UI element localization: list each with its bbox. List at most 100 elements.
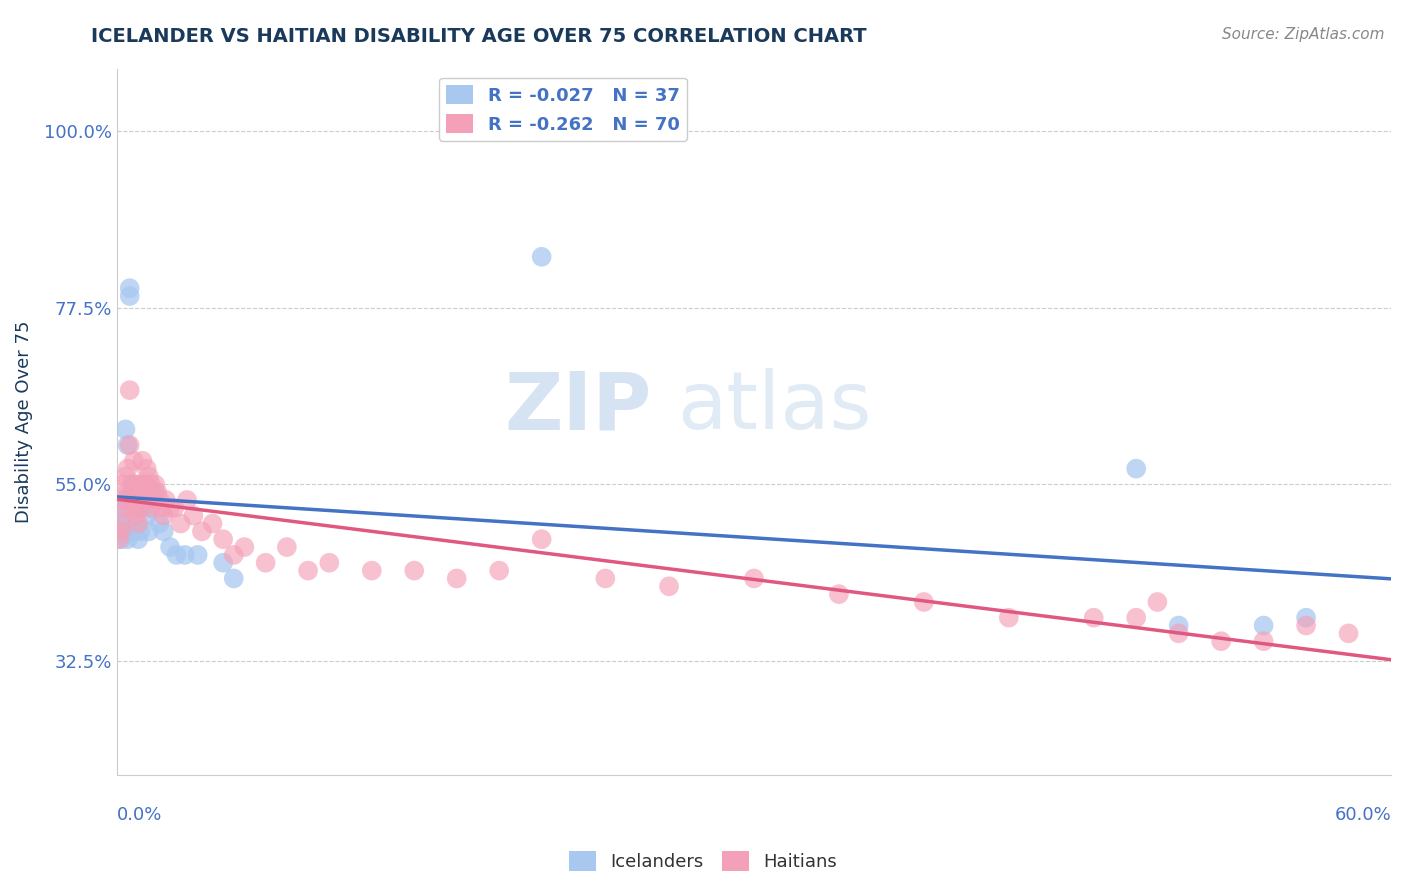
Point bbox=[138, 524, 160, 539]
Point bbox=[127, 516, 149, 531]
Point bbox=[254, 556, 277, 570]
Point bbox=[488, 564, 510, 578]
Point bbox=[135, 461, 157, 475]
Point bbox=[828, 587, 851, 601]
Point bbox=[222, 571, 245, 585]
Point bbox=[121, 477, 143, 491]
Point bbox=[201, 516, 224, 531]
Point bbox=[595, 571, 617, 585]
Point bbox=[139, 500, 162, 515]
Point bbox=[108, 516, 131, 531]
Point bbox=[118, 281, 141, 295]
Point bbox=[159, 540, 181, 554]
Point bbox=[404, 564, 426, 578]
Point bbox=[446, 571, 468, 585]
Point bbox=[114, 493, 136, 508]
Point bbox=[114, 422, 136, 436]
Point bbox=[127, 493, 149, 508]
Point bbox=[912, 595, 935, 609]
Point bbox=[118, 438, 141, 452]
Point bbox=[174, 548, 197, 562]
Point bbox=[110, 533, 132, 547]
Point bbox=[1295, 610, 1317, 624]
Point bbox=[112, 524, 135, 539]
Point bbox=[125, 516, 148, 531]
Point bbox=[143, 477, 166, 491]
Point bbox=[212, 533, 235, 547]
Point bbox=[1146, 595, 1168, 609]
Point bbox=[122, 493, 145, 508]
Point bbox=[127, 533, 149, 547]
Text: ICELANDER VS HAITIAN DISABILITY AGE OVER 75 CORRELATION CHART: ICELANDER VS HAITIAN DISABILITY AGE OVER… bbox=[91, 27, 868, 45]
Point bbox=[110, 524, 132, 539]
Point bbox=[159, 500, 181, 515]
Point bbox=[114, 469, 136, 483]
Point bbox=[125, 477, 148, 491]
Point bbox=[146, 485, 169, 500]
Point bbox=[742, 571, 765, 585]
Point bbox=[212, 556, 235, 570]
Legend: R = -0.027   N = 37, R = -0.262   N = 70: R = -0.027 N = 37, R = -0.262 N = 70 bbox=[439, 78, 686, 141]
Point bbox=[127, 493, 149, 508]
Point bbox=[1253, 634, 1275, 648]
Point bbox=[131, 454, 153, 468]
Point bbox=[122, 454, 145, 468]
Text: atlas: atlas bbox=[678, 368, 872, 446]
Point bbox=[122, 477, 145, 491]
Point bbox=[122, 524, 145, 539]
Point bbox=[360, 564, 382, 578]
Point bbox=[112, 508, 135, 523]
Text: ZIP: ZIP bbox=[505, 368, 652, 446]
Point bbox=[135, 508, 157, 523]
Point bbox=[117, 438, 139, 452]
Point bbox=[1167, 626, 1189, 640]
Point bbox=[191, 524, 214, 539]
Point bbox=[112, 493, 135, 508]
Point bbox=[117, 461, 139, 475]
Point bbox=[165, 548, 187, 562]
Legend: Icelanders, Haitians: Icelanders, Haitians bbox=[562, 844, 844, 879]
Point bbox=[121, 485, 143, 500]
Point bbox=[117, 485, 139, 500]
Text: 0.0%: 0.0% bbox=[117, 806, 162, 824]
Y-axis label: Disability Age Over 75: Disability Age Over 75 bbox=[15, 320, 32, 523]
Point bbox=[233, 540, 256, 554]
Point bbox=[1125, 610, 1147, 624]
Point bbox=[131, 485, 153, 500]
Point bbox=[134, 477, 156, 491]
Point bbox=[143, 485, 166, 500]
Point bbox=[118, 289, 141, 303]
Point bbox=[129, 477, 152, 491]
Point bbox=[125, 508, 148, 523]
Point bbox=[530, 250, 553, 264]
Point bbox=[222, 548, 245, 562]
Point bbox=[110, 500, 132, 515]
Point bbox=[997, 610, 1019, 624]
Point bbox=[114, 500, 136, 515]
Point bbox=[176, 493, 198, 508]
Point bbox=[297, 564, 319, 578]
Point bbox=[163, 500, 186, 515]
Point bbox=[183, 508, 205, 523]
Point bbox=[134, 477, 156, 491]
Point bbox=[170, 516, 193, 531]
Point bbox=[1295, 618, 1317, 632]
Point bbox=[134, 493, 156, 508]
Point bbox=[1337, 626, 1360, 640]
Point bbox=[1167, 618, 1189, 632]
Point bbox=[1125, 461, 1147, 475]
Point bbox=[117, 533, 139, 547]
Point bbox=[138, 485, 160, 500]
Text: Source: ZipAtlas.com: Source: ZipAtlas.com bbox=[1222, 27, 1385, 42]
Point bbox=[108, 533, 131, 547]
Point bbox=[152, 508, 174, 523]
Point bbox=[148, 516, 170, 531]
Point bbox=[138, 469, 160, 483]
Point bbox=[148, 493, 170, 508]
Point bbox=[1083, 610, 1105, 624]
Point bbox=[139, 477, 162, 491]
Point bbox=[118, 383, 141, 397]
Point bbox=[187, 548, 209, 562]
Point bbox=[152, 524, 174, 539]
Point bbox=[129, 500, 152, 515]
